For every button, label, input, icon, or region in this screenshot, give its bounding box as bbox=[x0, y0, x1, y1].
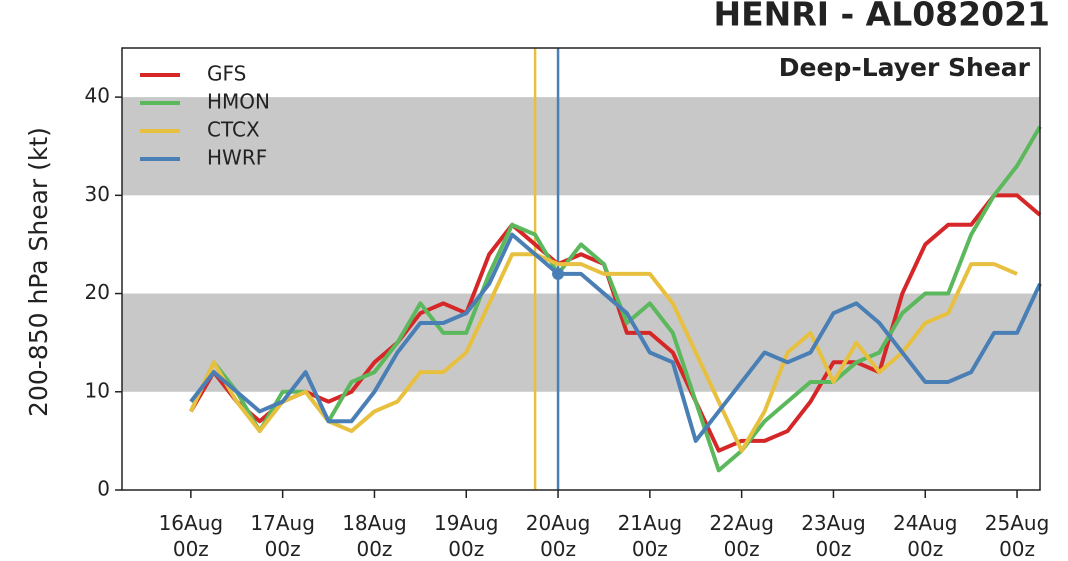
shear-band bbox=[122, 97, 1040, 196]
x-tick-label: 17Aug 00z bbox=[250, 511, 315, 561]
y-tick-label: 30 bbox=[85, 182, 110, 206]
y-axis-label: 200-850 hPa Shear (kt) bbox=[24, 127, 53, 417]
x-tick-label: 18Aug 00z bbox=[342, 511, 407, 561]
x-tick-label: 23Aug 00z bbox=[801, 511, 866, 561]
chart-title: HENRI - AL082021 bbox=[714, 0, 1050, 34]
series-line bbox=[189, 125, 1042, 473]
x-tick-label: 16Aug 00z bbox=[159, 511, 224, 561]
plot-frame bbox=[121, 47, 1041, 491]
y-tick-label: 20 bbox=[85, 280, 110, 304]
marker bbox=[552, 267, 565, 280]
annotation: Deep-Layer Shear bbox=[779, 53, 1031, 82]
y-tick-label: 0 bbox=[97, 477, 110, 501]
legend-label: HWRF bbox=[207, 146, 267, 170]
legend-label: CTCX bbox=[207, 118, 260, 142]
x-tick-label: 20Aug 00z bbox=[526, 511, 591, 561]
y-tick-label: 10 bbox=[85, 378, 110, 402]
x-tick-label: 22Aug 00z bbox=[709, 511, 774, 561]
x-tick-label: 21Aug 00z bbox=[618, 511, 683, 561]
series-line bbox=[189, 232, 1042, 443]
x-tick-label: 24Aug 00z bbox=[893, 511, 958, 561]
x-tick-label: 19Aug 00z bbox=[434, 511, 499, 561]
legend-label: GFS bbox=[207, 62, 246, 86]
y-tick-label: 40 bbox=[85, 84, 110, 108]
legend-label: HMON bbox=[207, 90, 270, 114]
x-tick-label: 25Aug 00z bbox=[985, 511, 1050, 561]
shear-band bbox=[122, 293, 1040, 392]
